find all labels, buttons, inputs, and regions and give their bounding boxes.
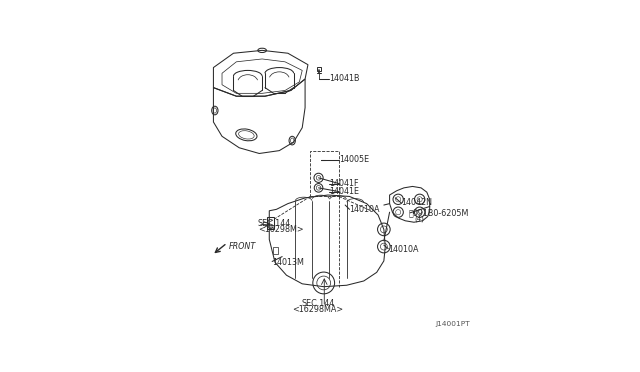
Text: SEC.144: SEC.144	[301, 299, 335, 308]
Text: 14041B: 14041B	[330, 74, 360, 83]
Text: 14010A: 14010A	[349, 205, 380, 214]
Text: 14010A: 14010A	[388, 245, 419, 254]
Text: (4): (4)	[414, 215, 424, 222]
Bar	[310, 151, 339, 196]
Text: SEC.144: SEC.144	[258, 219, 291, 228]
Text: <16298M>: <16298M>	[258, 225, 303, 234]
Text: FRONT: FRONT	[229, 242, 257, 251]
Text: 14005E: 14005E	[339, 155, 369, 164]
Text: J14001PT: J14001PT	[435, 321, 470, 327]
Text: 14042N: 14042N	[401, 198, 432, 207]
Text: Ⓑ091B0-6205M: Ⓑ091B0-6205M	[409, 208, 469, 217]
Text: 14041F: 14041F	[329, 179, 358, 188]
Text: 14041E: 14041E	[329, 187, 359, 196]
Text: <16298MA>: <16298MA>	[292, 305, 344, 314]
Text: 14013M: 14013M	[272, 258, 304, 267]
